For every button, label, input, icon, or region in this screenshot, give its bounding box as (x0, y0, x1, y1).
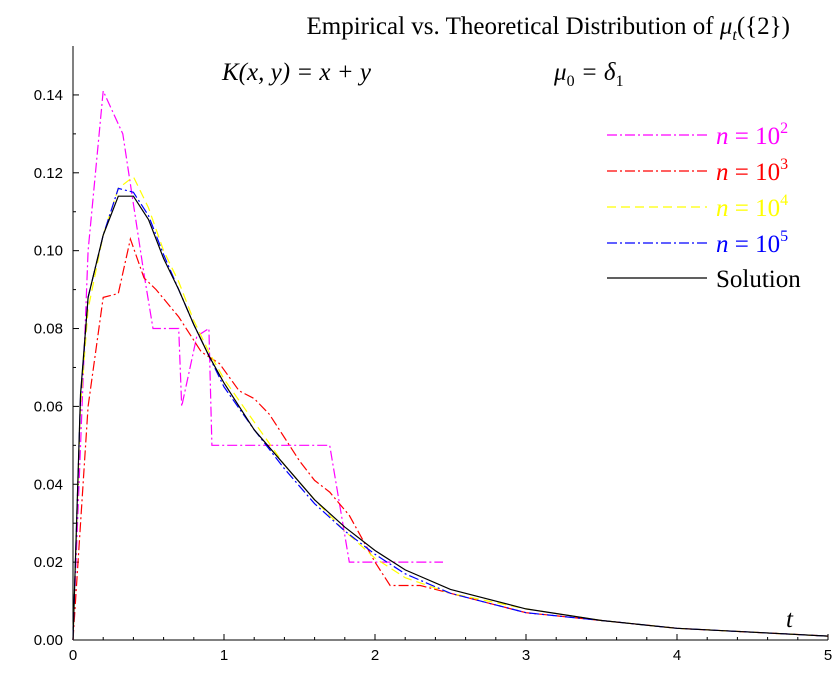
series-line-2 (72, 236, 829, 641)
y-tick-label: 0.08 (34, 321, 63, 338)
chart-title: Empirical vs. Theoretical Distribution o… (306, 13, 790, 44)
legend-label-3: n = 104 (716, 192, 788, 222)
y-tick-label: 0.10 (34, 243, 63, 260)
series-line-3 (72, 175, 829, 641)
y-axis-ticks: 0.00 0.02 0.04 0.06 0.08 0.10 0.12 0.14 (34, 87, 79, 649)
y-tick-label: 0.00 (34, 632, 63, 649)
series-lines (72, 88, 829, 641)
series-line-4 (72, 187, 829, 641)
y-tick-label: 0.02 (34, 554, 63, 571)
legend-label-5: Solution (716, 266, 801, 293)
legend-label-2: n = 103 (716, 156, 788, 186)
x-tick-label: 1 (220, 647, 228, 664)
legend: n = 102 n = 103 n = 104 n = 105 Solution (607, 120, 801, 293)
series-line-5 (72, 195, 829, 641)
initial-condition-formula: μ0 = δ1 (553, 59, 624, 90)
y-tick-label: 0.06 (34, 398, 63, 415)
legend-label-4: n = 105 (716, 228, 788, 258)
x-tick-label: 4 (673, 647, 681, 664)
x-tick-label: 3 (522, 647, 530, 664)
x-tick-label: 2 (371, 647, 379, 664)
legend-label-1: n = 102 (716, 120, 788, 150)
y-tick-label: 0.14 (34, 87, 63, 104)
x-axis-ticks: 0 1 2 3 4 5 (69, 634, 832, 664)
x-tick-label: 5 (824, 647, 832, 664)
kernel-formula: K(x, y) = x + y (221, 59, 372, 86)
y-tick-label: 0.04 (34, 476, 63, 493)
x-tick-label: 0 (69, 647, 77, 664)
axes: 0 1 2 3 4 5 0.00 0.02 0.04 0.06 0.08 0.10 0.12 0.14 (34, 46, 832, 664)
series-line-1 (72, 88, 443, 641)
x-axis-label: t (786, 606, 794, 633)
y-tick-label: 0.12 (34, 165, 63, 182)
